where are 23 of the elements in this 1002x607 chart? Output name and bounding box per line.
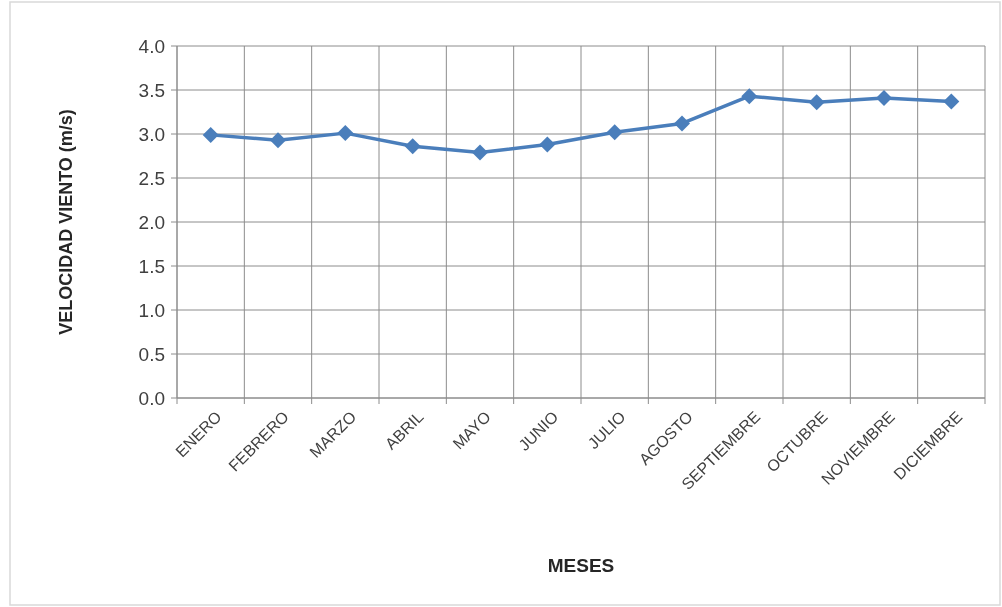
- point: [539, 136, 556, 153]
- point: [472, 144, 488, 161]
- point: [404, 138, 421, 155]
- y-tick-label: 2.5: [138, 167, 165, 189]
- y-axis-title: VELOCIDAD VIENTO (m/s): [56, 109, 76, 335]
- y-tick-label: 0.0: [138, 387, 165, 409]
- point: [674, 115, 690, 132]
- point: [741, 88, 758, 105]
- y-tick-label: 4.0: [138, 35, 165, 57]
- point: [876, 89, 892, 106]
- x-axis-title: MESES: [547, 555, 615, 576]
- point: [270, 132, 286, 149]
- point: [808, 94, 825, 111]
- y-tick-label: 1.5: [138, 255, 165, 277]
- point: [202, 126, 219, 143]
- y-tick-label: 0.5: [138, 343, 165, 365]
- y-tick-label: 3.0: [138, 123, 165, 145]
- y-tick-label: 2.0: [138, 211, 165, 233]
- y-tick-label: 3.5: [138, 79, 165, 101]
- y-tick-label: 1.0: [138, 299, 165, 321]
- point: [606, 124, 623, 141]
- point: [943, 93, 960, 110]
- point: [337, 125, 354, 142]
